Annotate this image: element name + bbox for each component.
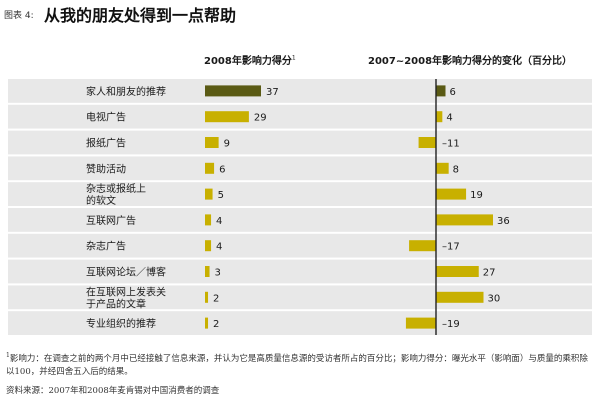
category-label: 的软文 (86, 194, 116, 207)
score-value-label: 9 (224, 139, 230, 150)
left-column-footnote-mark: 1 (291, 54, 296, 62)
category-label: 于产品的文章 (86, 297, 146, 310)
row-band (8, 233, 592, 258)
change-value-label: 19 (470, 190, 483, 201)
score-value-label: 29 (254, 113, 267, 124)
category-label: 报纸广告 (86, 137, 126, 150)
score-value-label: 4 (216, 242, 222, 253)
score-bar (205, 188, 213, 200)
change-bar (436, 188, 467, 200)
change-value-label: 4 (446, 113, 452, 124)
change-value-label: –11 (442, 139, 460, 150)
change-value-label: –19 (442, 319, 460, 330)
change-value-label: –17 (442, 242, 460, 253)
source-note: 资料来源：2007年和2008年麦肯锡对中国消费者的调查 (6, 386, 220, 396)
change-bar (436, 214, 493, 226)
figure-header: 图表 4: 从我的朋友处得到一点帮助 (4, 2, 596, 26)
score-bar (205, 85, 261, 97)
category-label: 电视广告 (86, 111, 126, 124)
change-bar (436, 266, 479, 277)
category-label: 杂志或报纸上 (86, 182, 146, 195)
change-value-label: 27 (483, 268, 496, 279)
row-band (8, 285, 592, 310)
footnote-text: 影响力：在调查之前的两个月中已经接触了信息来源，并认为它是高质量信息源的受访者所… (6, 353, 588, 377)
score-value-label: 2 (213, 319, 219, 330)
change-bar (409, 240, 436, 252)
change-value-label: 36 (497, 216, 510, 227)
row-band (8, 104, 592, 129)
change-value-label: 6 (450, 87, 456, 98)
figure-label: 图表 4: (4, 11, 34, 21)
score-bar (205, 240, 212, 252)
score-bar (205, 317, 209, 329)
change-bar (436, 85, 446, 97)
score-bar (205, 162, 215, 174)
score-value-label: 3 (215, 268, 221, 279)
chart-area: 家人和朋友的推荐 37 6 电视广告 29 4 报纸广告 9 –11 赞助活动 6 8 杂志或报纸上的软… (8, 79, 592, 335)
row-band (8, 156, 592, 181)
footnote: 1影响力：在调查之前的两个月中已经接触了信息来源，并认为它是高质量信息源的受访者… (6, 349, 596, 379)
change-bar (405, 317, 436, 329)
score-bar (205, 214, 212, 226)
row-band (8, 208, 592, 232)
category-label: 赞助活动 (86, 162, 126, 175)
category-label: 互联网论坛／博客 (86, 266, 166, 279)
score-value-label: 5 (218, 190, 224, 201)
score-bar (205, 291, 209, 303)
category-label: 杂志广告 (86, 240, 126, 253)
row-band (8, 311, 592, 335)
right-column-title: 2007~2008年影响力得分的变化（百分比） (368, 56, 573, 67)
category-label: 专业组织的推荐 (86, 317, 156, 330)
footnote-mark: 1 (6, 352, 10, 359)
row-band (8, 182, 592, 206)
left-column-title-text: 2008年影响力得分 (204, 56, 292, 67)
score-value-label: 6 (219, 164, 225, 175)
score-bar (205, 137, 219, 148)
change-value-label: 30 (488, 293, 501, 304)
change-bar (436, 111, 443, 123)
row-band (8, 79, 592, 103)
score-bar (205, 111, 249, 123)
category-label: 在互联网上发表关 (86, 285, 166, 298)
score-value-label: 2 (213, 293, 219, 304)
score-bar (205, 266, 210, 277)
change-bar (418, 137, 436, 148)
figure-title: 从我的朋友处得到一点帮助 (44, 6, 237, 25)
score-value-label: 37 (266, 87, 279, 98)
score-value-label: 4 (216, 216, 222, 227)
category-label: 家人和朋友的推荐 (86, 85, 166, 98)
change-bar (436, 291, 484, 303)
change-bar (436, 162, 449, 174)
row-band (8, 130, 592, 155)
left-column-title: 2008年影响力得分1 (204, 52, 296, 67)
category-label: 互联网广告 (86, 214, 136, 227)
row-band (8, 259, 592, 284)
change-value-label: 8 (453, 164, 459, 175)
